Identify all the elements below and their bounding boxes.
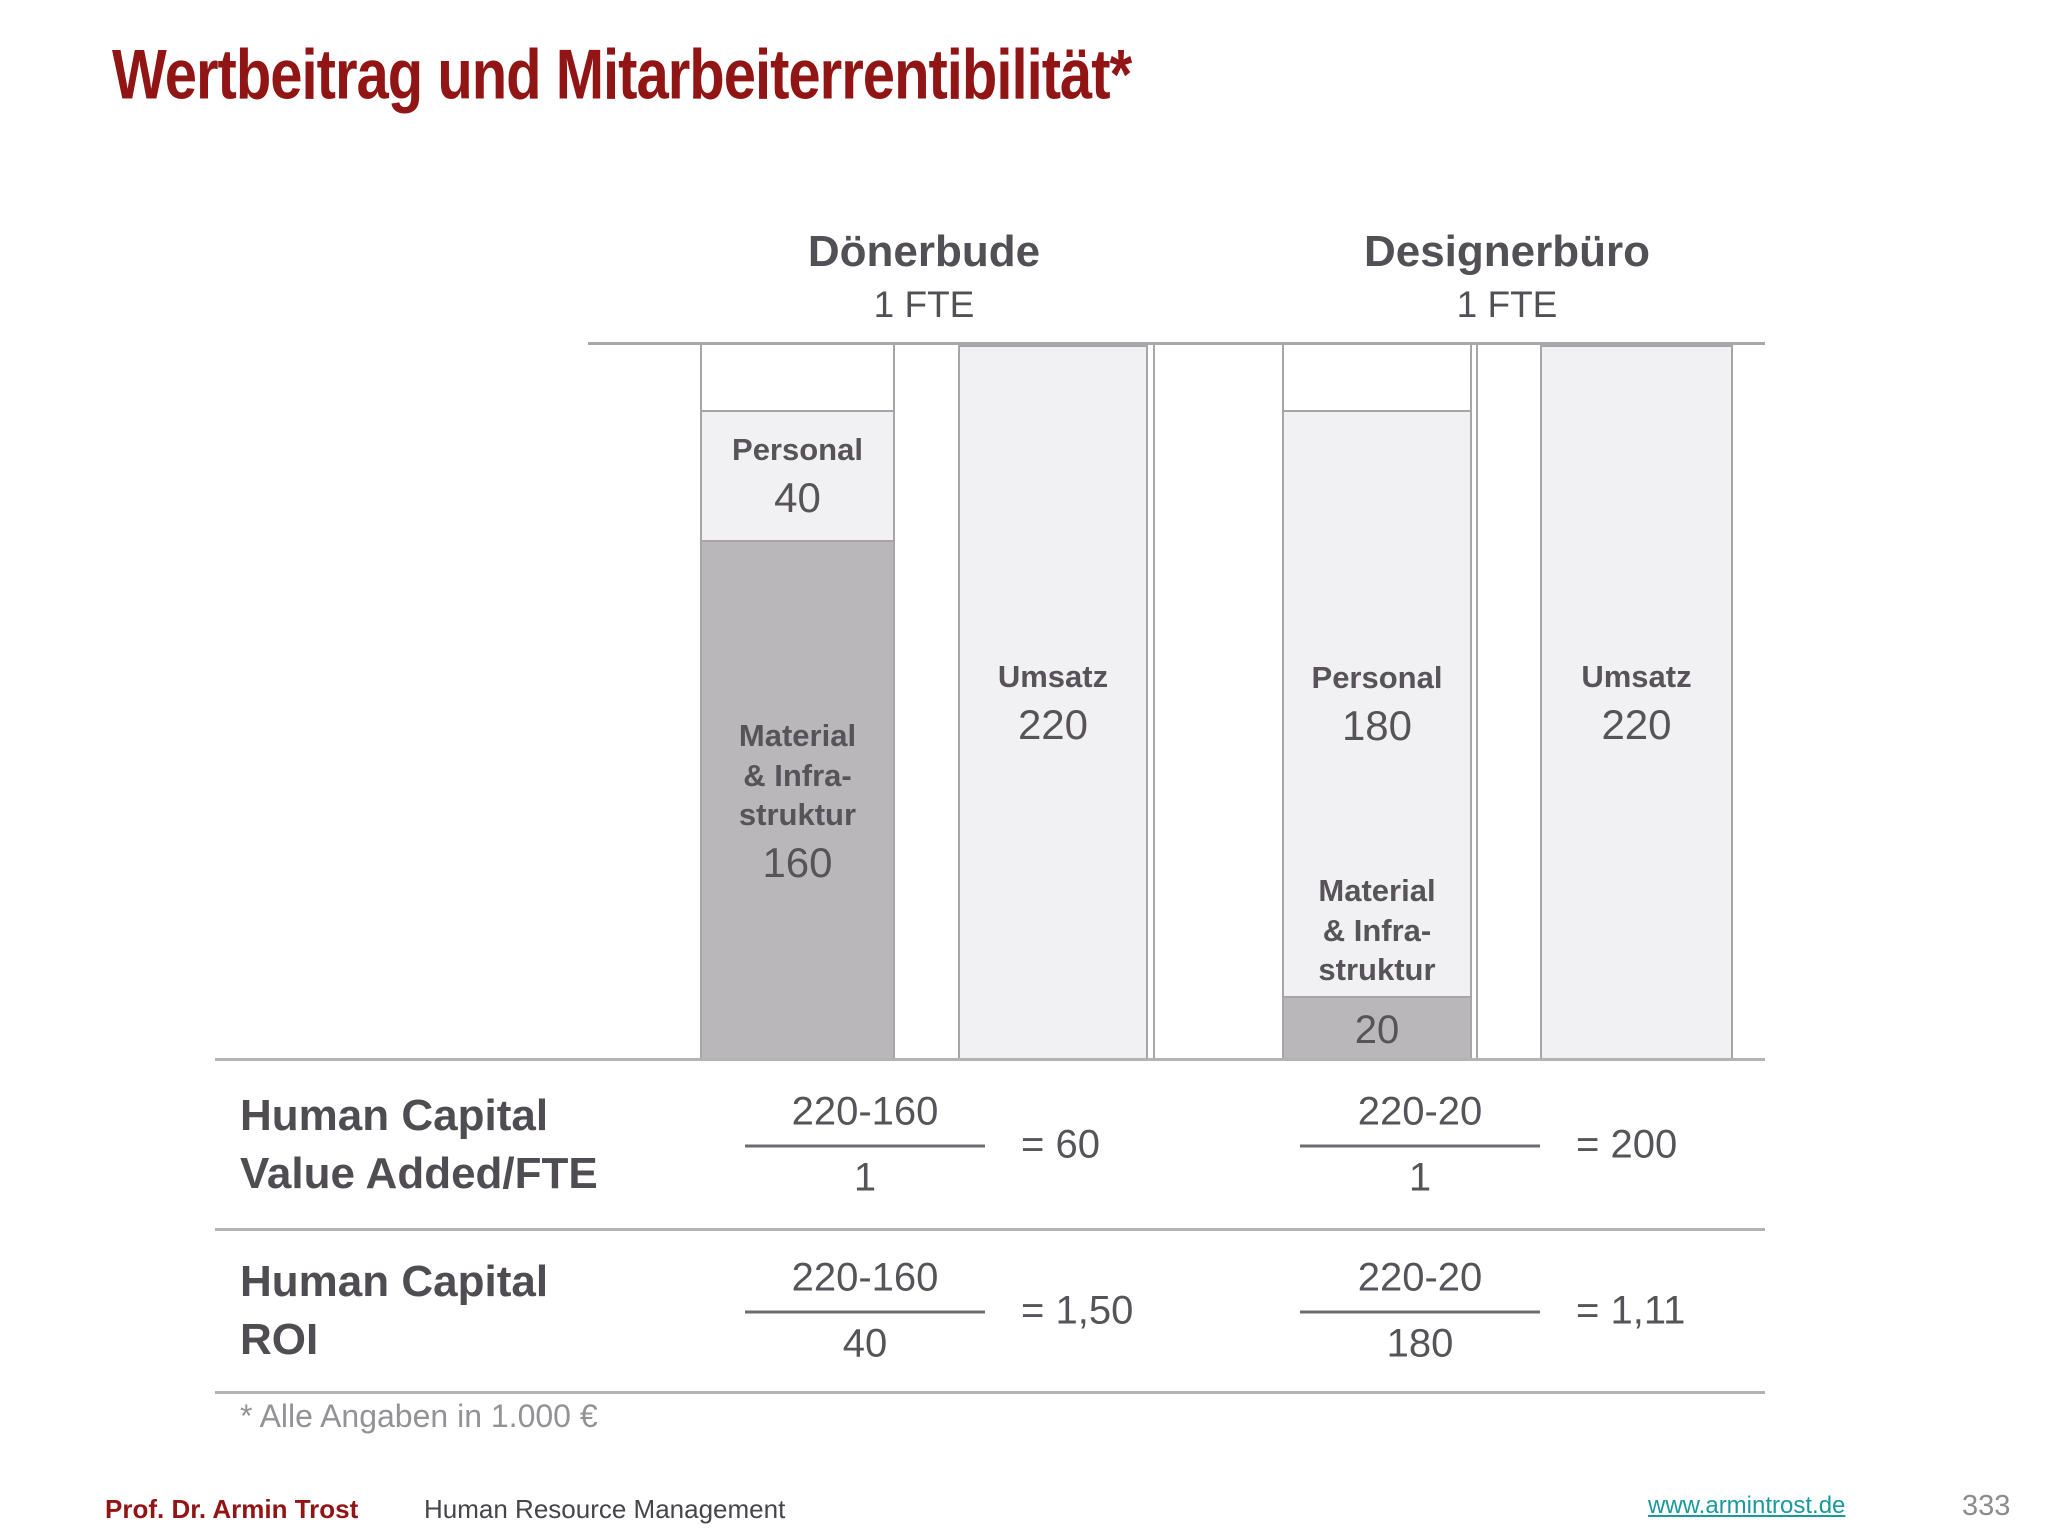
segment-label: Material & Infra- struktur [738,717,857,833]
segment-value: 20 [1354,1007,1400,1052]
bar-label: Umsatz [1581,659,1692,695]
fraction-bar [1300,1310,1540,1314]
segment-value: 180 [1341,701,1413,749]
formula-result: = 200 [1576,1122,1678,1166]
bar-value: 220 [1601,700,1672,748]
formula-designerbuero: 220-20 1 = 200 [1300,1089,1677,1200]
page-number: 333 [1962,1490,2011,1522]
formula-result: = 60 [1021,1122,1100,1166]
fraction-numerator: 220-160 [791,1255,939,1300]
fraction-numerator: 220-160 [791,1089,939,1133]
umsatz-bar-designerbuero: Umsatz 220 [1540,345,1733,1061]
fraction-denominator: 180 [1386,1321,1454,1366]
fraction-bar [745,1144,985,1147]
segment-label: Personal [1311,660,1443,696]
fraction: 220-20 180 [1300,1256,1540,1367]
footer-course: Human Resource Management [424,1494,786,1524]
cost-bar-doenerbude: Personal 40 Material & Infra- struktur 1… [700,345,895,1061]
formula-result: = 1,50 [1021,1288,1134,1333]
umsatz-bar-doenerbude: Umsatz 220 [958,345,1148,1061]
group-fte-label: 1 FTE [1456,284,1558,326]
table-row-hcva: Human Capital Value Added/FTE 220-160 1 … [215,1058,1765,1228]
footer-author: Prof. Dr. Armin Trost [105,1494,359,1524]
fraction-numerator: 220-20 [1357,1089,1483,1133]
bar-chart: Personal 40 Material & Infra- struktur 1… [588,342,1765,1061]
fraction-denominator: 40 [842,1321,888,1366]
fraction: 220-160 1 [745,1089,985,1200]
fraction-denominator: 1 [853,1155,877,1199]
calculation-table: Human Capital Value Added/FTE 220-160 1 … [215,1058,1765,1394]
bar-label: Umsatz [997,659,1109,695]
formula-result: = 1,11 [1576,1288,1686,1333]
fraction: 220-20 1 [1300,1089,1540,1200]
group-divider-line [1153,345,1155,1061]
fraction-bar [745,1310,985,1314]
cost-bar-designerbuero: Personal 180 Material & Infra- struktur … [1282,345,1472,1061]
page-title: Wertbeitrag und Mitarbeiterrentibilität* [112,35,1132,115]
column-divider-line [1476,345,1478,1061]
row-label: Human Capital Value Added/FTE [240,1090,598,1198]
group-name: Designerbüro [1363,227,1651,276]
fraction: 220-160 40 [745,1256,985,1367]
footer-website-link[interactable]: www.armintrost.de [1648,1492,1846,1519]
table-row-hcroi: Human Capital ROI 220-160 40 = 1,50 220-… [215,1228,1765,1394]
segment-value: 40 [774,473,821,521]
group-header-designerbuero: Designerbüro 1 FTE [1307,227,1707,326]
group-fte-label: 1 FTE [873,284,975,326]
fraction-numerator: 220-20 [1357,1255,1483,1300]
material-segment: 20 [1284,996,1470,1061]
formula-designerbuero: 220-20 180 = 1,11 [1300,1256,1685,1367]
material-segment: Material & Infra- struktur 160 [702,540,893,1061]
group-name: Dönerbude [807,227,1041,276]
row-label: Human Capital ROI [240,1256,549,1364]
material-segment-label: Material & Infra- struktur [1318,872,1436,988]
footnote: * Alle Angaben in 1.000 € [240,1398,598,1434]
segment-value: 160 [762,838,833,886]
fraction-bar [1300,1144,1540,1147]
bar-value: 220 [1017,700,1089,748]
fraction-denominator: 1 [1408,1155,1432,1199]
formula-doenerbude: 220-160 1 = 60 [745,1089,1100,1200]
group-header-doenerbude: Dönerbude 1 FTE [724,227,1124,326]
formula-doenerbude: 220-160 40 = 1,50 [745,1256,1133,1367]
segment-label: Personal [732,432,863,468]
personal-segment: Personal 180 Material & Infra- struktur [1284,410,1470,996]
personal-segment: Personal 40 [702,410,893,540]
